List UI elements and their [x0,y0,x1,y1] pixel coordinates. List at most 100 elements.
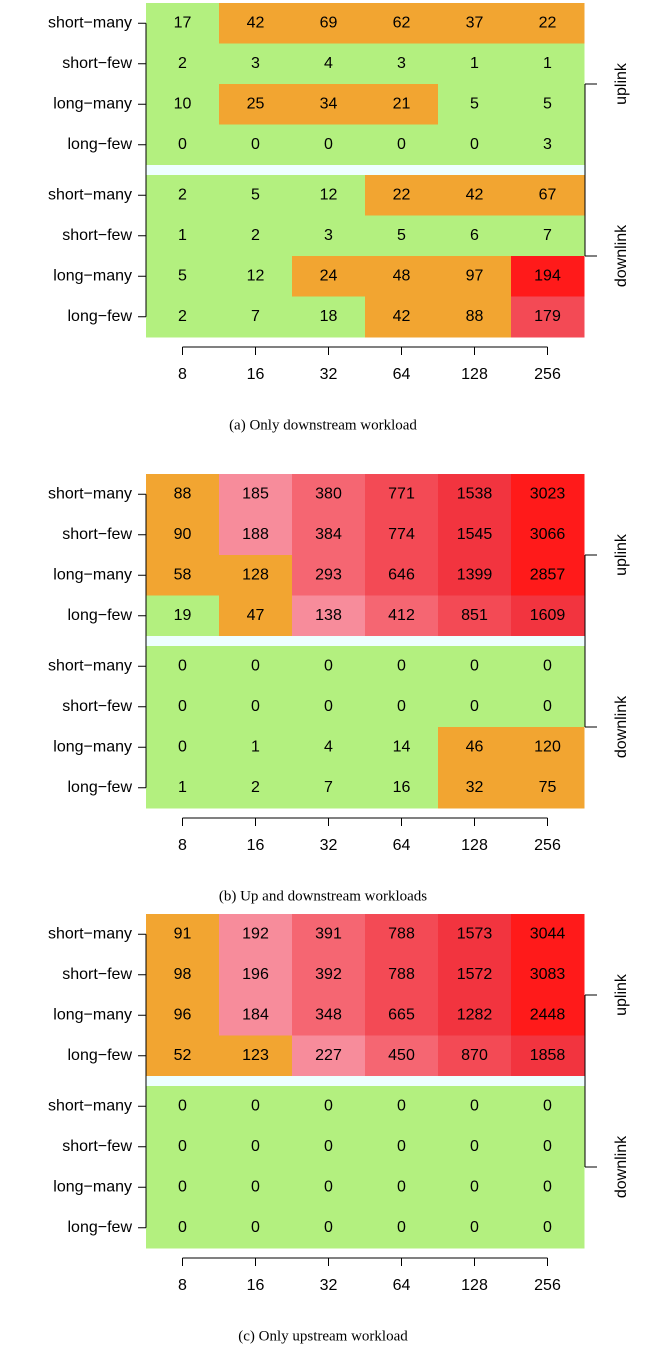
cell-value: 0 [397,1219,406,1236]
cell-value: 3044 [530,925,566,942]
cell-value: 75 [539,779,557,796]
heatmap-cell [365,727,439,768]
heatmap-cell [146,727,220,768]
heatmap-cell [365,995,439,1036]
cell-value: 293 [315,566,342,583]
heatmap-cell [438,767,512,809]
heatmap-cell [292,995,366,1036]
cell-value: 0 [397,657,406,674]
heatmap-cell [438,555,512,596]
heatmap-cell [511,215,585,257]
cell-value: 2 [178,308,187,325]
cell-value: 48 [393,267,411,284]
y-tick-label: long−few [68,1219,133,1236]
heatmap-cell [219,1167,293,1208]
cell-value: 0 [324,1219,333,1236]
heatmap-cell [146,124,220,166]
heatmap-cell [511,954,585,996]
y-tick-label: long−many [53,1006,132,1023]
heatmap-cell [365,1126,439,1168]
heatmap-cell [511,296,585,338]
cell-value: 646 [388,566,415,583]
heatmap-cell [365,646,439,687]
heatmap-cell [365,43,439,85]
heatmap-cell [219,256,293,297]
heatmap-cell [365,3,439,44]
heatmap-cell [146,1035,220,1077]
heatmap-cell [511,767,585,809]
heatmap-cell [292,767,366,809]
heatmap-cell [292,3,366,44]
cell-value: 0 [324,1178,333,1195]
cell-value: 42 [393,308,411,325]
cell-value: 3023 [530,485,566,502]
cell-value: 5 [251,186,260,203]
cell-value: 0 [178,657,187,674]
cell-value: 227 [315,1047,342,1064]
heatmap-cell [146,595,220,637]
cell-value: 10 [174,95,192,112]
heatmap-cell [146,256,220,297]
cell-value: 392 [315,966,342,983]
cell-value: 2 [251,227,260,244]
cell-value: 771 [388,485,415,502]
heatmap-cell [292,914,366,955]
x-tick-label: 8 [178,837,187,854]
heatmap-cell [219,1126,293,1168]
cell-value: 7 [543,227,552,244]
cell-value: 98 [174,966,192,983]
heatmap-cell [146,555,220,596]
heatmap-cell [292,555,366,596]
y-tick-label: long−many [53,566,132,583]
heatmap-cell [365,296,439,338]
cell-value: 0 [178,1219,187,1236]
heatmap-cell [438,124,512,166]
cell-value: 37 [466,14,484,31]
cell-value: 192 [242,925,269,942]
heatmap-cell [292,646,366,687]
cell-value: 851 [461,607,488,624]
heatmap-cell [511,43,585,85]
heatmap-cell [511,914,585,955]
cell-value: 3 [397,55,406,72]
x-tick-label: 32 [320,1277,338,1294]
heatmap-cell [219,1207,293,1249]
heatmap-cell [438,954,512,996]
cell-value: 18 [320,308,338,325]
cell-value: 1282 [457,1006,493,1023]
heatmap-cell [365,555,439,596]
x-tick-label: 16 [247,366,265,383]
heatmap-cell [219,1035,293,1077]
heatmap-cell [365,84,439,125]
heatmap-cell [146,1207,220,1249]
heatmap-cell [438,727,512,768]
cell-value: 0 [470,698,479,715]
cell-value: 123 [242,1047,269,1064]
cell-value: 0 [324,136,333,153]
heatmap-cell [511,3,585,44]
heatmap-cell [292,595,366,637]
heatmap-cell [219,84,293,125]
heatmap-cell [219,727,293,768]
heatmap-cell [146,175,220,216]
x-tick-label: 64 [393,837,411,854]
heatmap-cell [292,124,366,166]
cell-value: 62 [393,14,411,31]
cell-value: 0 [178,1178,187,1195]
heatmap-cell [438,43,512,85]
cell-value: 7 [251,308,260,325]
cell-value: 88 [174,485,192,502]
cell-value: 0 [543,1178,552,1195]
cell-value: 1399 [457,566,493,583]
cell-value: 184 [242,1006,269,1023]
heatmap-cell [438,256,512,297]
x-tick-label: 32 [320,366,338,383]
group-label: uplink [613,533,630,576]
cell-value: 12 [247,267,265,284]
cell-value: 17 [174,14,192,31]
cell-value: 34 [320,95,338,112]
heatmap-cell [219,914,293,955]
y-tick-label: short−few [62,966,132,983]
cell-value: 25 [247,95,265,112]
cell-value: 0 [470,1178,479,1195]
